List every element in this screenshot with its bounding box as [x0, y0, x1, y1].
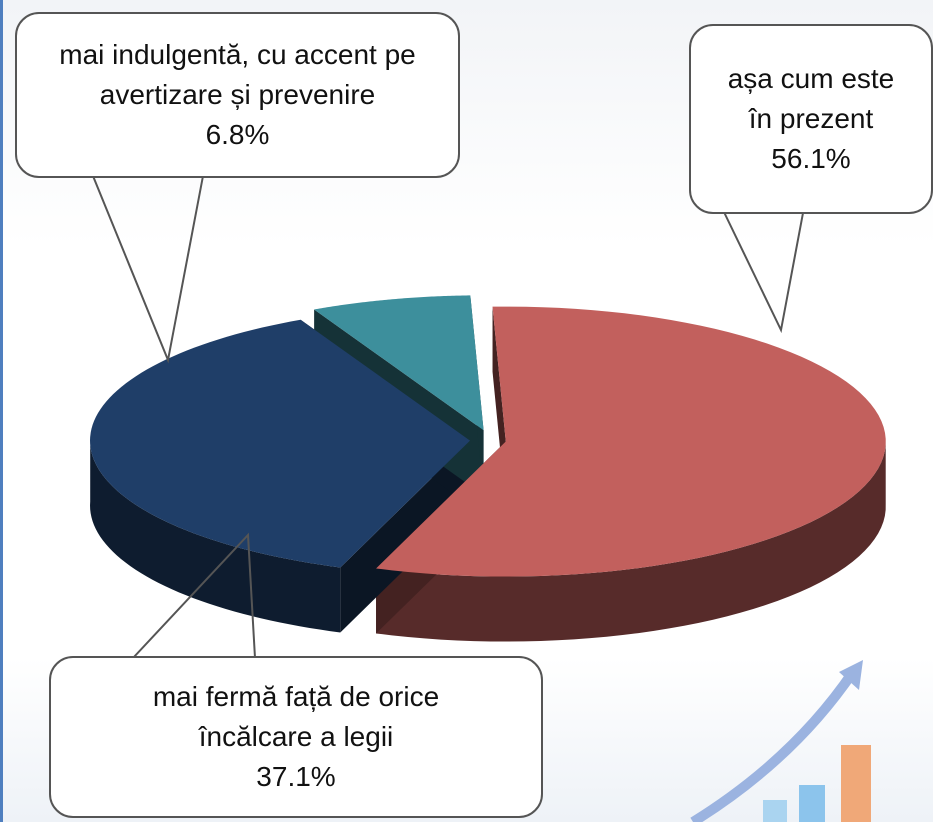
value-label: 6.8%	[206, 115, 270, 155]
callout: mai fermă față de orice încălcare a legi…	[49, 656, 543, 818]
trend-icon	[693, 660, 871, 822]
pointer	[93, 176, 203, 360]
pointer	[723, 210, 803, 330]
category-label: mai fermă față de orice încălcare a legi…	[111, 677, 481, 757]
callout: așa cum este în prezent 56.1%	[689, 24, 933, 214]
value-label: 56.1%	[771, 139, 850, 179]
category-label: mai indulgentă, cu accent pe avertizare …	[43, 35, 433, 115]
page: mai indulgentă, cu accent pe avertizare …	[0, 0, 933, 822]
category-label: așa cum este în prezent	[716, 59, 906, 139]
callout: mai indulgentă, cu accent pe avertizare …	[15, 12, 460, 178]
value-label: 37.1%	[256, 757, 335, 797]
